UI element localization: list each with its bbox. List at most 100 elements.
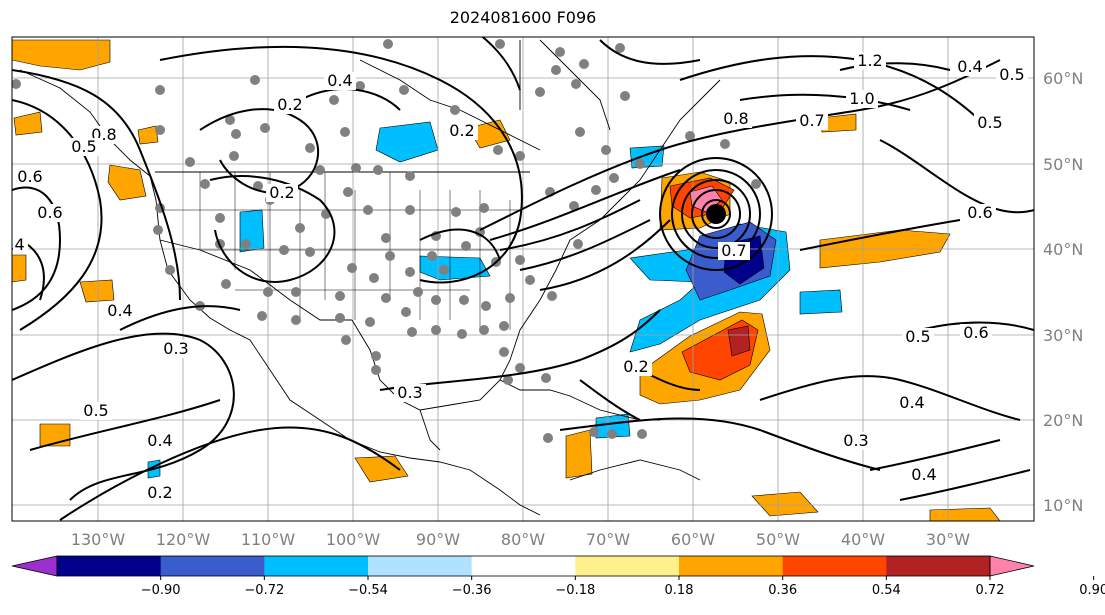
contour-label-bg: [854, 52, 886, 70]
colorbar-tick-label: −0.72: [244, 583, 284, 598]
contour-label-bg: [960, 324, 992, 342]
contour-label: 0.2: [147, 483, 172, 502]
contour-label-bg: [104, 302, 136, 320]
contour-label-bg: [620, 358, 652, 376]
colorbar-extend-low: [11, 555, 58, 577]
lon-label: 90°W: [416, 530, 460, 549]
colorbar: −0.90 −0.72 −0.54 −0.36 −0.18 0.18 0.36 0.54 0.7…: [11, 555, 1105, 598]
colorbar-tick-label: 0.18: [665, 583, 694, 598]
colorbar-segment: [575, 556, 680, 576]
contour-label: 0.5: [83, 401, 108, 420]
contour-label: 0.5: [999, 65, 1024, 84]
contour-label: 0.2: [449, 121, 474, 140]
contour-label-bg: [974, 114, 1006, 132]
contour-label: 0.5: [977, 113, 1002, 132]
contour-label: 0.2: [277, 95, 302, 114]
contour-label-bg: [144, 432, 176, 450]
contour-label: 0.3: [843, 431, 868, 450]
contour-label-bg: [446, 122, 478, 140]
contour-label-bg: [68, 138, 100, 156]
lon-label: 80°W: [501, 530, 545, 549]
lon-label: 120°W: [156, 530, 211, 549]
colorbar-tick-label: −0.90: [141, 583, 181, 598]
lat-label: 50°N: [1043, 155, 1083, 174]
colorbar-tick-label: −0.36: [452, 583, 492, 598]
contour-label: 0.4: [327, 71, 352, 90]
contour-label: 0.4: [899, 393, 924, 412]
contour-label: 0.3: [397, 383, 422, 402]
contour-label-bg: [394, 384, 426, 402]
contour-label: 0.4: [147, 431, 172, 450]
contour-label: 0.4: [0, 235, 25, 254]
colorbar-tick-label: 0.90: [1079, 583, 1105, 598]
contour-label: 0.6: [967, 203, 992, 222]
colorbar-tick-label: 0.54: [872, 583, 901, 598]
longitude-labels: 130°W 120°W 110°W 100°W 90°W 80°W 70°W 6…: [71, 530, 970, 549]
contour-label: 0.3: [163, 339, 188, 358]
map-frame: [11, 36, 1035, 522]
lat-label: 30°N: [1043, 326, 1083, 345]
contour-label: 1.2: [857, 51, 882, 70]
contour-label: 0.6: [963, 323, 988, 342]
colorbar-segment: [264, 556, 369, 576]
contour-label-bg: [14, 168, 46, 186]
colorbar-tick-label: −0.54: [348, 583, 388, 598]
latitude-labels: 60°N 50°N 40°N 30°N 20°N 10°N: [1043, 69, 1083, 515]
colorbar-segment: [368, 556, 473, 576]
contour-label-bg: [846, 90, 878, 108]
contour-label-bg: [718, 242, 750, 260]
contour-label: 0.5: [905, 327, 930, 346]
lat-label: 60°N: [1043, 69, 1083, 88]
contour-label: 0.7: [721, 241, 746, 260]
contour-label: 0.7: [799, 111, 824, 130]
lon-label: 70°W: [586, 530, 630, 549]
colorbar-segment: [679, 556, 784, 576]
contour-label: 0.5: [71, 137, 96, 156]
colorbar-segment: [886, 556, 991, 576]
colorbar-segment: [471, 556, 576, 576]
lon-label: 30°W: [926, 530, 970, 549]
contour-lines: [12, 37, 1034, 521]
contour-label: 0.6: [17, 167, 42, 186]
lat-label: 40°N: [1043, 240, 1083, 259]
colorbar-segment: [160, 556, 265, 576]
contour-label-bg: [34, 204, 66, 222]
contour-label: 0.4: [107, 301, 132, 320]
lon-label: 100°W: [326, 530, 381, 549]
contour-label: 0.4: [957, 57, 982, 76]
contour-label-bg: [160, 340, 192, 358]
lon-label: 110°W: [241, 530, 296, 549]
contour-label-bg: [12, 236, 28, 254]
colorbar-tick-label: 0.72: [976, 583, 1005, 598]
lon-label: 60°W: [671, 530, 715, 549]
contour-label-bg: [144, 484, 176, 502]
contour-label-bg: [324, 72, 356, 90]
contour-labels: 0.2 0.4 0.6 0.8 0.5 0.6 0.4 0.5 0.4 0.2 0.2 0.3 0.2 0…: [0, 51, 1028, 502]
cyclone-center-marker: [706, 204, 726, 224]
lat-label: 20°N: [1043, 411, 1083, 430]
map-title: 2024081600 F096: [449, 8, 597, 27]
contour-label-bg: [80, 402, 112, 420]
contour-label: 0.4: [911, 465, 936, 484]
colorbar-tick-label: 0.36: [768, 583, 797, 598]
contour-label: 0.6: [37, 203, 62, 222]
contour-label-bg: [996, 66, 1028, 84]
contour-label-bg: [896, 394, 928, 412]
lon-label: 40°W: [841, 530, 885, 549]
graticule: [12, 37, 1034, 521]
contour-label-bg: [908, 466, 940, 484]
colorbar-extend-high: [989, 555, 1035, 577]
contour-label: 0.2: [623, 357, 648, 376]
contour-label-bg: [266, 184, 298, 202]
colorbar-tick-label: −0.18: [555, 583, 595, 598]
contour-label-bg: [720, 110, 752, 128]
contour-label-bg: [954, 58, 986, 76]
contour-label: 0.2: [269, 183, 294, 202]
colorbar-segment: [57, 556, 162, 576]
contour-label: 1.0: [849, 89, 874, 108]
colorbar-segment: [782, 556, 887, 576]
lon-label: 130°W: [71, 530, 126, 549]
contour-label-bg: [274, 96, 306, 114]
contour-label: 0.8: [723, 109, 748, 128]
